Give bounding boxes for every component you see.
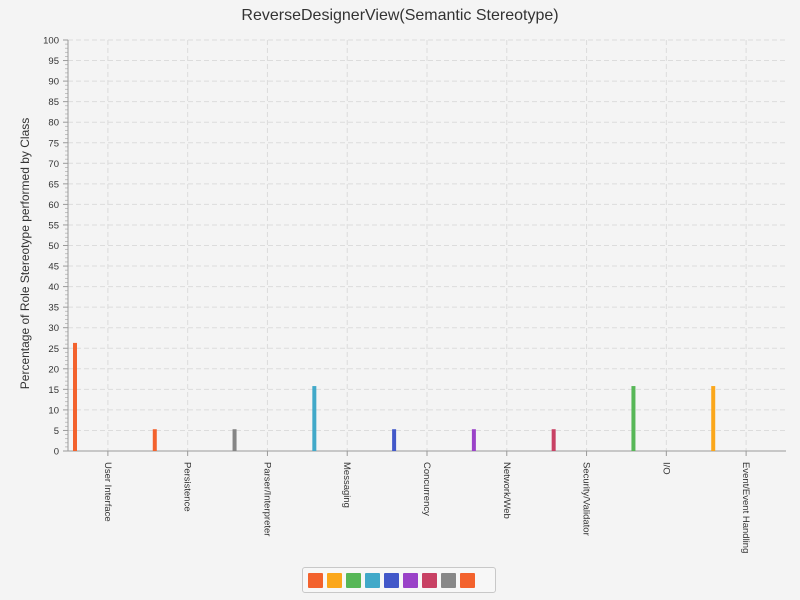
- bar: [551, 429, 556, 451]
- x-tick-label: Security/Validator: [581, 462, 592, 536]
- bar: [711, 386, 716, 451]
- legend-swatch: [346, 572, 361, 588]
- legend-swatch: [308, 572, 323, 588]
- bar-chart: 0 5 10 15 20 25 30 35 40 45 50 55 60 65 70 75 80 85 90 95 10…: [18, 36, 786, 553]
- x-tick-label: Event/Event Handling: [740, 462, 751, 553]
- y-tick-label: 85: [48, 97, 59, 108]
- legend: [302, 567, 496, 593]
- legend-swatch: [365, 572, 380, 588]
- bar: [312, 386, 317, 451]
- y-tick-label: 65: [48, 179, 59, 190]
- x-tick-label: Persistence: [182, 462, 193, 512]
- legend-swatch: [403, 572, 418, 588]
- y-tick-label: 60: [48, 200, 59, 211]
- bar: [152, 429, 157, 451]
- bar: [631, 386, 636, 451]
- y-tick-label: 5: [54, 426, 59, 437]
- chart-title: ReverseDesignerView(Semantic Stereotype): [241, 7, 559, 24]
- x-tick-label: Network/Web: [501, 462, 512, 519]
- y-tick-label: 90: [48, 77, 59, 88]
- legend-swatch: [422, 572, 437, 588]
- legend-swatch: [384, 572, 399, 588]
- y-tick-label: 100: [43, 36, 59, 47]
- x-tick-label: Messaging: [341, 462, 352, 508]
- y-tick-label: 0: [54, 447, 59, 458]
- x-tick-label: User Interface: [102, 462, 113, 522]
- y-tick-label: 55: [48, 220, 59, 231]
- legend-swatch: [441, 572, 456, 588]
- y-axis-label: Percentage of Role Stereotype performed …: [18, 118, 32, 389]
- y-tick-label: 30: [48, 323, 59, 334]
- y-tick-label: 80: [48, 118, 59, 129]
- bar: [392, 429, 397, 451]
- y-tick-label: 45: [48, 262, 59, 273]
- y-tick-label: 40: [48, 282, 59, 293]
- y-tick-label: 50: [48, 241, 59, 252]
- legend-swatch: [460, 572, 475, 588]
- y-tick-label: 35: [48, 303, 59, 314]
- y-tick-label: 70: [48, 159, 59, 170]
- y-tick-label: 10: [48, 405, 59, 416]
- x-tick-label: I/O: [660, 462, 671, 475]
- legend-swatch: [327, 572, 342, 588]
- bar: [471, 429, 476, 451]
- x-tick-label: Parser/Interpreter: [261, 462, 272, 536]
- x-tick-label: Concurrency: [421, 462, 432, 516]
- y-tick-label: 15: [48, 385, 59, 396]
- y-tick-label: 20: [48, 364, 59, 375]
- bar: [232, 429, 237, 451]
- y-tick-label: 75: [48, 138, 59, 149]
- y-tick-label: 95: [48, 56, 59, 67]
- bar: [73, 342, 77, 451]
- y-tick-label: 25: [48, 344, 59, 355]
